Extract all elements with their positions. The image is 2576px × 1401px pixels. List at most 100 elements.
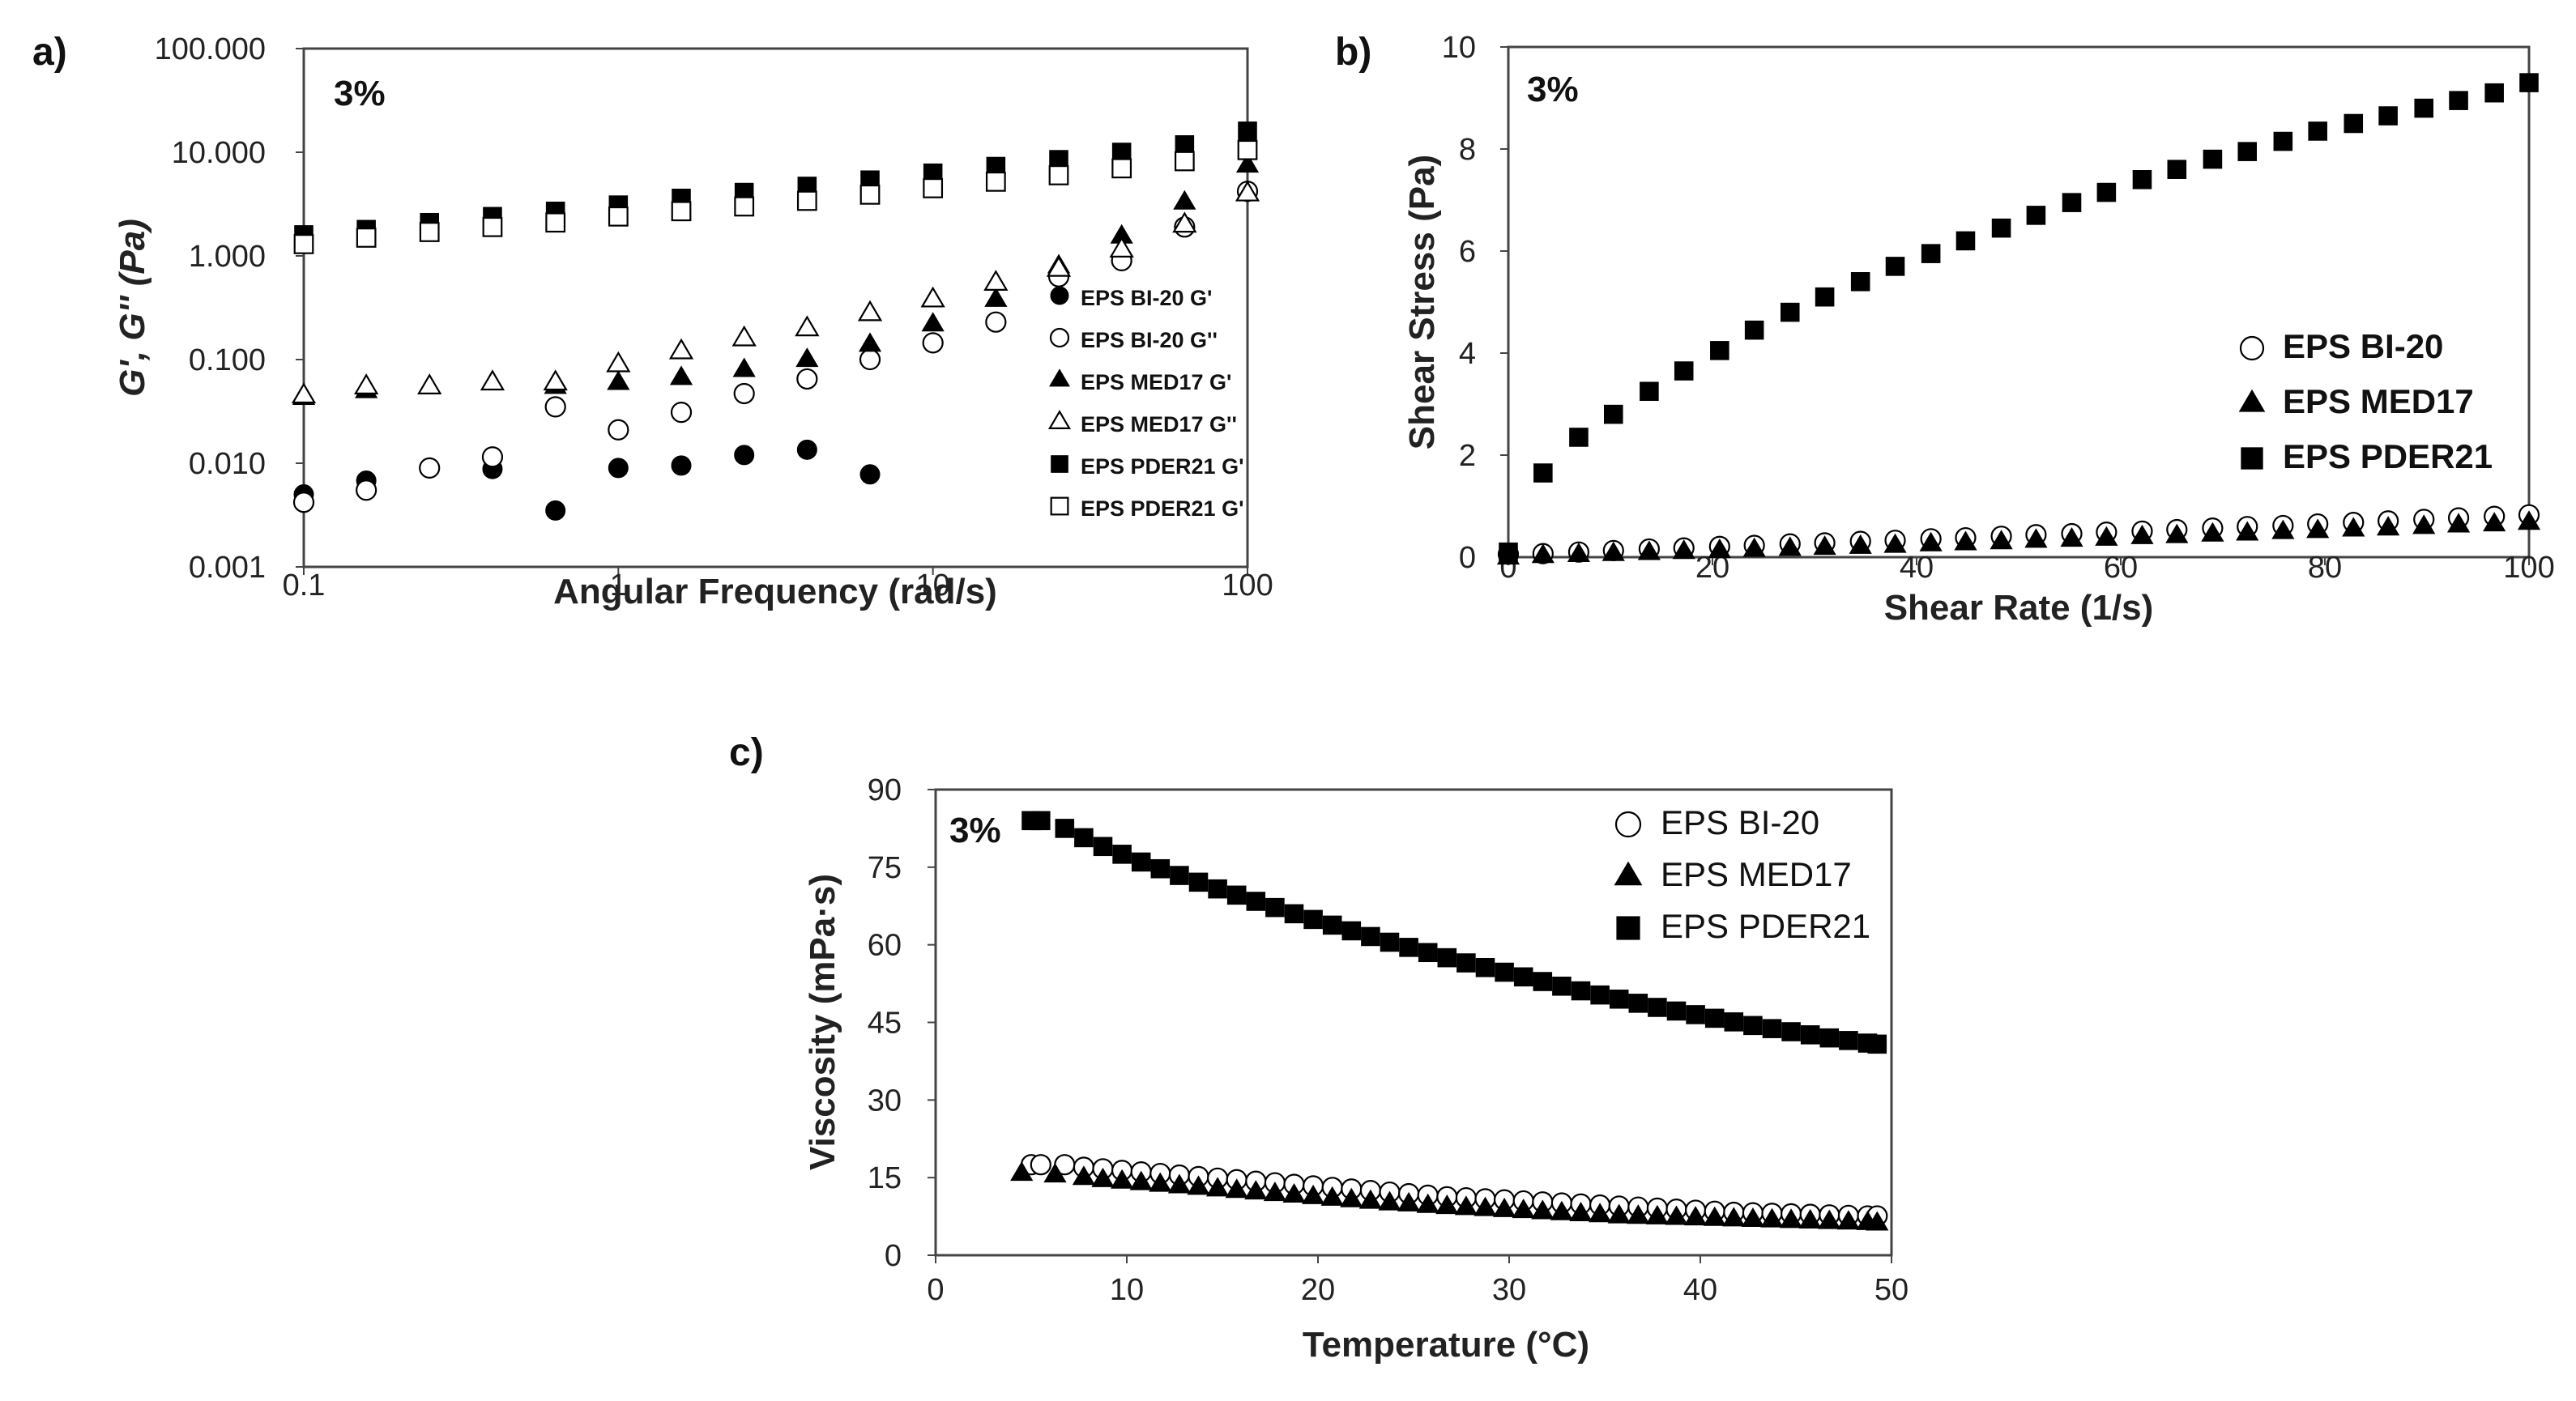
data-point	[859, 348, 881, 371]
data-point	[1684, 1206, 1708, 1226]
series-eps-med17-g-	[291, 180, 1260, 404]
panel-a-y-ticks: 0.001 0.010 0.100 1.000 10.000 100.000	[155, 32, 304, 585]
legend-label: EPS BI-20	[1661, 803, 1819, 841]
series-eps-med17-g-	[292, 153, 1260, 406]
x-tick-label: 40	[1900, 551, 1934, 585]
y-tick-label: 4	[1459, 337, 1476, 371]
panel-a-annotation: 3%	[334, 74, 386, 113]
data-point	[731, 325, 757, 347]
data-point	[1921, 244, 1941, 263]
data-point	[2377, 516, 2400, 536]
data-point	[1111, 158, 1132, 179]
panel-a-label: a)	[32, 31, 67, 74]
data-point	[1648, 998, 1667, 1017]
data-point	[419, 222, 440, 242]
panel-c-x-ticks: 0 10 20 30 40 50	[927, 1255, 1909, 1307]
data-point	[1435, 1194, 1459, 1215]
data-point	[2167, 160, 2187, 179]
x-tick-label: 0	[927, 1273, 944, 1307]
legend-label: EPS MED17 G'	[1081, 370, 1231, 394]
y-tick-label: 90	[868, 773, 902, 807]
data-point	[291, 382, 317, 404]
data-point	[1883, 533, 1907, 553]
data-point	[1552, 976, 1572, 996]
data-point	[608, 458, 629, 479]
series-eps-pder21	[1021, 811, 1887, 1054]
data-point	[2096, 182, 2117, 202]
legend-marker	[1614, 811, 1642, 838]
data-point	[2237, 142, 2258, 161]
data-point	[1743, 1016, 1763, 1036]
data-point	[608, 419, 629, 441]
data-point	[2024, 528, 2048, 548]
data-point	[1340, 1187, 1363, 1207]
data-point	[545, 212, 566, 233]
y-tick-label: 10.000	[172, 136, 266, 170]
data-point	[1990, 530, 2013, 550]
data-point	[2342, 517, 2365, 537]
data-point	[733, 382, 755, 405]
y-tick-label: 0.001	[189, 551, 266, 585]
data-point	[796, 190, 817, 211]
data-point	[1800, 1025, 1820, 1045]
data-point	[1672, 539, 1695, 560]
data-point	[1378, 1190, 1401, 1211]
data-point	[1341, 921, 1362, 941]
data-point	[1109, 236, 1134, 258]
data-point	[2344, 113, 2364, 134]
data-point	[1724, 1012, 1744, 1032]
data-point	[1850, 272, 1870, 292]
data-point	[1954, 530, 1977, 551]
x-tick-label: 100	[1222, 568, 1273, 603]
data-point	[1710, 341, 1729, 360]
data-point	[1628, 994, 1648, 1013]
panel-b-annotation: 3%	[1527, 70, 1579, 109]
legend-marker	[2239, 335, 2265, 361]
data-point	[2271, 519, 2295, 539]
data-point	[796, 439, 817, 460]
data-point	[671, 455, 692, 476]
data-point	[1238, 121, 1257, 141]
data-point	[1533, 972, 1553, 991]
panel-a-x-ticks: 0.1 1 10 100	[283, 567, 1273, 603]
data-point	[544, 396, 566, 418]
data-point	[1244, 1180, 1268, 1200]
data-point	[1601, 541, 1625, 561]
x-tick-label: 1	[610, 568, 627, 603]
y-tick-label: 6	[1459, 235, 1476, 269]
panel-c-y-ticks: 0 15 30 45 60 75 90	[868, 773, 936, 1273]
data-point	[354, 373, 379, 394]
data-point	[2026, 206, 2046, 225]
data-point	[1955, 231, 1976, 251]
data-point	[2449, 91, 2468, 110]
panel-c-x-axis-label: Temperature (°C)	[1303, 1325, 1589, 1365]
data-point	[1263, 1182, 1286, 1202]
legend-label: EPS PDER21 G'	[1081, 496, 1244, 521]
x-tick-label: 60	[2104, 551, 2138, 585]
data-point	[1150, 858, 1171, 879]
data-point	[1111, 1169, 1134, 1189]
data-point	[1531, 1199, 1555, 1220]
legend-label: EPS BI-20 G''	[1081, 328, 1218, 352]
data-point	[1055, 819, 1075, 838]
data-point	[608, 206, 629, 227]
data-point	[417, 373, 442, 394]
data-point	[1819, 1028, 1840, 1048]
panel-b-x-ticks: 0 20 40 60 80 100	[1499, 551, 2554, 585]
data-point	[985, 311, 1007, 333]
data-point	[1571, 981, 1591, 1001]
panel-b-y-axis-label: Shear Stress (Pa)	[1402, 155, 1442, 449]
panel-b-chart: b) 3% Shear Rate (1/s) Shear Stress (Pa)…	[1335, 31, 2555, 628]
data-point	[2095, 526, 2118, 546]
data-point	[1818, 1209, 1841, 1229]
y-tick-label: 0	[1459, 541, 1476, 575]
data-point	[1722, 1207, 1746, 1227]
data-point	[2201, 522, 2224, 542]
x-tick-label: 50	[1874, 1273, 1909, 1307]
data-point	[1226, 885, 1247, 905]
series-eps-med17	[1010, 1161, 1889, 1231]
data-point	[1397, 1191, 1421, 1212]
data-point	[1456, 953, 1476, 973]
data-point	[2060, 527, 2083, 547]
data-point	[1780, 302, 1800, 322]
